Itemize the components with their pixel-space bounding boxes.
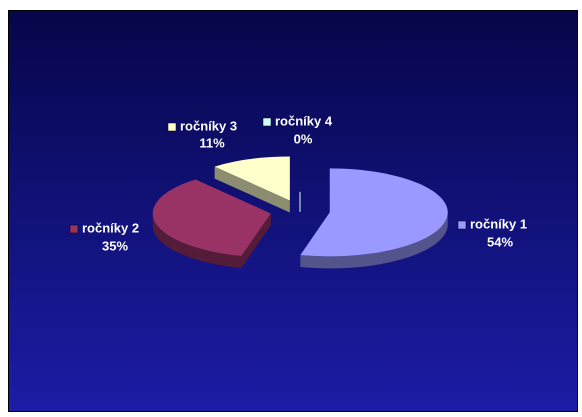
legend-key [262, 117, 272, 127]
slice-label: ročníky 1 [470, 216, 527, 231]
plot-frame [8, 10, 578, 412]
legend-key [69, 224, 79, 234]
value-label: 54% [487, 234, 513, 249]
slice [214, 156, 290, 201]
slice-label: ročníky 2 [82, 220, 139, 235]
slice-side [214, 166, 290, 213]
value-label: 35% [102, 238, 128, 253]
slice-label: ročníky 4 [275, 113, 333, 128]
value-label: 0% [294, 131, 313, 146]
slice [152, 179, 271, 257]
slice-side [241, 213, 271, 269]
slice-label: ročníky 3 [180, 118, 237, 133]
slice [300, 168, 448, 257]
legend-key [457, 220, 467, 230]
value-label: 11% [199, 135, 225, 150]
slice-side [300, 212, 448, 269]
slice-side [152, 213, 242, 269]
legend-key [167, 122, 177, 132]
